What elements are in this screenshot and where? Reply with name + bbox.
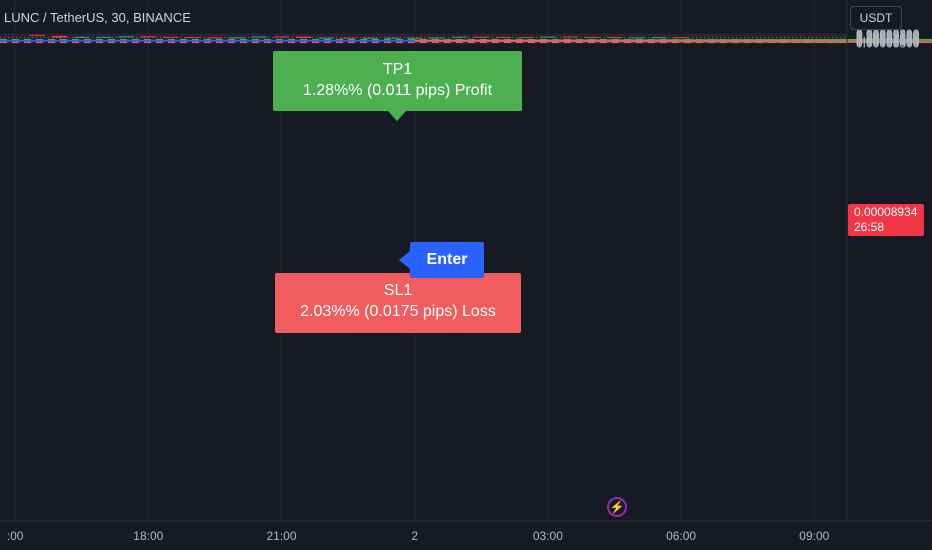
time-tick-label: 09:00 <box>799 529 829 543</box>
candle-body <box>229 37 245 39</box>
candle-body <box>518 37 534 39</box>
candle-body <box>607 37 622 39</box>
last-price-value: 0.00008934 <box>854 205 918 219</box>
candle-body <box>385 37 400 39</box>
candles <box>29 34 689 39</box>
candle-body <box>673 37 689 39</box>
time-tick-label: 18:00 <box>133 529 163 543</box>
entry-label[interactable]: Enter <box>399 242 484 278</box>
price-tick-label: 0.00008400 <box>856 36 920 50</box>
candle-body <box>296 36 312 39</box>
time-tick-label: :00 <box>7 529 24 543</box>
candle-body <box>274 36 289 38</box>
take-profit-text: 1.28%% (0.011 pips) Profit <box>302 82 493 99</box>
price-tick-label: 0.00009000 <box>856 30 920 44</box>
stop-loss-text: 2.03%% (0.0175 pips) Loss <box>300 303 496 320</box>
price-tick-label: 0.00008700 <box>856 33 920 47</box>
price-tick-label: 0.00009200 <box>856 28 920 42</box>
candle-body <box>318 37 334 39</box>
candle-body <box>52 35 67 38</box>
price-lines <box>0 37 932 44</box>
candle-body <box>140 36 156 38</box>
time-tick-label: 06:00 <box>666 529 696 543</box>
price-tick-label: 0.00009100 <box>856 29 920 43</box>
candle-body <box>340 37 356 39</box>
last-price-badge: 0.00008934 26:58 <box>848 204 924 236</box>
time-tick-label: 21:00 <box>266 529 296 543</box>
candle-body <box>473 36 489 38</box>
candle-body <box>163 36 178 38</box>
take-profit-title: TP1 <box>382 61 413 78</box>
candle-body <box>407 37 423 39</box>
candle-body <box>540 36 556 38</box>
candle-body <box>96 36 112 38</box>
candle-body <box>362 37 378 39</box>
candle-body <box>251 36 267 38</box>
price-tick-label: 0.00008900 <box>856 31 920 45</box>
candle-body <box>74 36 90 38</box>
sl-line <box>414 39 932 44</box>
candle-body <box>207 37 223 39</box>
symbol-title: LUNC / TetherUS, 30, BINANCE <box>4 10 191 25</box>
price-axis[interactable]: 0.000083000.000084000.000085000.00008600… <box>846 0 920 521</box>
lightning-icon[interactable]: ⚡ <box>607 497 627 517</box>
bar-countdown: 26:58 <box>854 220 885 234</box>
price-tick-label: 0.00008500 <box>856 35 920 49</box>
time-axis[interactable]: :00 18:00 21:00 2 03:00 06:00 09:00 <box>0 520 932 543</box>
take-profit-label[interactable]: TP1 1.28%% (0.011 pips) Profit <box>273 51 522 121</box>
candle-body <box>651 37 667 39</box>
price-tick-label: 0.00009300 <box>856 27 920 41</box>
price-tick-label: 0.00008600 <box>856 34 920 48</box>
price-tick-label: 0.00008800 <box>856 32 920 46</box>
candle-body <box>562 36 578 38</box>
candle-body <box>118 36 134 38</box>
currency-button[interactable]: USDT <box>850 6 902 30</box>
candle-body <box>451 36 467 38</box>
time-tick-label: 2 <box>411 529 418 543</box>
time-tick-label: 03:00 <box>533 529 563 543</box>
stop-loss-label[interactable]: SL1 2.03%% (0.0175 pips) Loss <box>275 273 521 333</box>
candle-body <box>29 34 45 36</box>
candle-body <box>496 36 511 38</box>
stop-loss-title: SL1 <box>383 282 413 299</box>
price-tick-label: 0.00008300 <box>856 37 920 51</box>
